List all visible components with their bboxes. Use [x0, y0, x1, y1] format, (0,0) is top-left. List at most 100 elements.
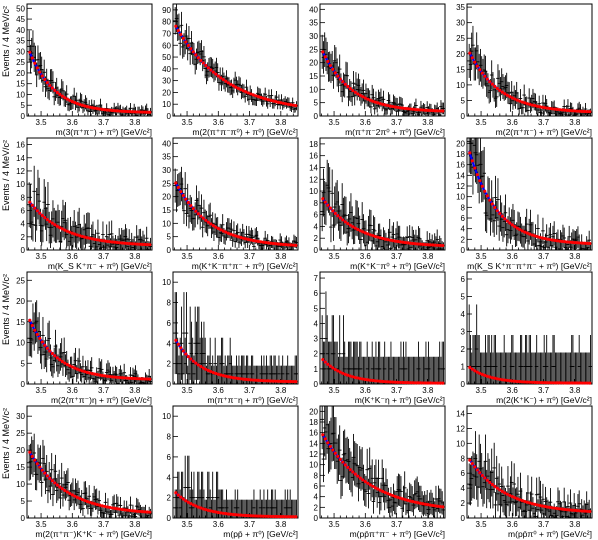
fit-marker — [174, 181, 178, 185]
fit-marker — [43, 343, 47, 347]
fit-marker — [421, 108, 425, 112]
fit-marker — [174, 338, 178, 342]
panel-11: 3.5 3.6 3.7 3.8 0 1 2 3 4 5 6 7 m(K⁺K⁻η + π⁰) [GeV/c… — [314, 271, 446, 405]
fit-marker — [346, 373, 350, 377]
fit-marker — [145, 110, 149, 114]
fit-marker — [338, 370, 342, 374]
fit-marker — [515, 226, 519, 230]
fit-marker — [480, 473, 484, 478]
y-tick-label: 18 — [309, 140, 318, 149]
fit-marker — [560, 507, 564, 511]
fit-marker — [58, 358, 62, 362]
plot-frame — [466, 137, 593, 251]
fit-marker — [373, 379, 377, 383]
x-axis-label: m(pp̄ + π⁰) [GeV/c²] — [223, 529, 298, 539]
fit-marker — [585, 109, 589, 114]
y-tick-label: 16 — [309, 152, 318, 161]
fit-marker — [388, 104, 392, 108]
fit-marker — [328, 206, 332, 210]
fit-marker — [573, 240, 577, 245]
fit-marker — [348, 223, 352, 227]
fit-marker — [133, 242, 137, 246]
fit-marker — [331, 366, 335, 370]
fit-marker — [475, 370, 479, 374]
y-tick-label: 30 — [162, 77, 171, 86]
fit-marker — [498, 377, 502, 381]
fit-marker — [386, 103, 390, 108]
fit-marker — [331, 448, 335, 452]
y-tick-label: 0 — [21, 514, 26, 523]
fit-marker — [179, 346, 183, 350]
fit-marker — [441, 505, 445, 509]
y-tick-label: 3 — [314, 335, 319, 344]
fit-marker — [219, 511, 223, 515]
fit-marker — [125, 241, 129, 246]
fit-marker — [100, 239, 104, 243]
fit-marker — [326, 441, 330, 445]
fit-marker — [244, 90, 248, 94]
y-tick-label: 7 — [314, 274, 319, 283]
fit-marker — [386, 380, 390, 384]
y-tick-label: 6 — [21, 206, 26, 215]
fit-marker — [475, 64, 479, 68]
y-tick-label: 70 — [162, 29, 171, 38]
y-tick-label: 1 — [461, 363, 466, 372]
fit-marker — [201, 216, 205, 220]
fit-marker — [538, 503, 542, 508]
plot-frame — [26, 137, 153, 251]
fit-marker — [35, 462, 39, 466]
plot-frame — [26, 405, 153, 519]
fit-marker — [550, 107, 554, 111]
fit-marker — [371, 234, 375, 238]
fit-marker — [333, 367, 337, 372]
x-tick-label: 3.8 — [275, 386, 287, 395]
fit-marker — [98, 238, 102, 242]
fit-marker — [348, 87, 352, 91]
fit-marker — [438, 109, 442, 113]
fit-marker — [100, 504, 104, 508]
fit-marker — [135, 110, 139, 114]
x-axis-label: m(3(π⁺π⁻) + π⁰) [GeV/c²] — [56, 127, 152, 137]
y-tick-label: 12 — [309, 175, 318, 184]
fit-marker — [145, 510, 149, 514]
fit-marker — [500, 489, 504, 493]
fit-marker — [495, 86, 499, 91]
fit-marker — [321, 197, 325, 201]
panel-10: 3.5 3.6 3.7 3.8 0 2 4 6 8 10 m(π⁺π⁻η + π⁰) [GeV/c²… — [162, 271, 299, 405]
fit-marker — [333, 211, 337, 215]
y-axis-label: Events / 4 MeV/c² — [1, 408, 11, 479]
y-tick-label: 20 — [162, 88, 171, 97]
fit-marker — [48, 476, 52, 480]
x-tick-label: 3.5 — [36, 386, 48, 395]
y-tick-label: 6 — [314, 211, 319, 220]
fit-marker — [346, 221, 350, 226]
x-tick-label: 3.8 — [422, 118, 434, 127]
fit-marker — [284, 379, 288, 384]
fit-marker — [493, 484, 497, 488]
fit-marker — [543, 381, 547, 385]
fit-marker — [428, 108, 432, 113]
fit-marker — [95, 238, 99, 242]
x-axis-label: m(K⁺K⁻η + π⁰) [GeV/c²] — [355, 395, 445, 405]
fit-marker — [328, 444, 332, 449]
fit-marker — [281, 242, 285, 247]
x-tick-label: 3.6 — [67, 118, 79, 127]
fit-marker — [68, 491, 72, 496]
y-tick-label: 30 — [162, 166, 171, 175]
fit-marker — [259, 240, 263, 244]
fit-marker — [575, 509, 579, 513]
y-tick-label: 25 — [309, 45, 318, 54]
y-tick-label: 35 — [16, 37, 25, 46]
fit-marker — [123, 376, 127, 380]
fit-marker — [418, 381, 422, 385]
fit-marker — [70, 493, 74, 497]
y-tick-label: 45 — [16, 15, 25, 24]
fit-marker — [411, 499, 415, 504]
y-tick-label: 2 — [167, 494, 172, 503]
fit-marker — [105, 505, 109, 509]
fit-marker — [413, 381, 417, 385]
x-tick-label: 3.8 — [129, 118, 141, 127]
fit-marker — [201, 366, 205, 370]
fit-marker — [33, 328, 37, 332]
fit-marker — [103, 108, 107, 112]
